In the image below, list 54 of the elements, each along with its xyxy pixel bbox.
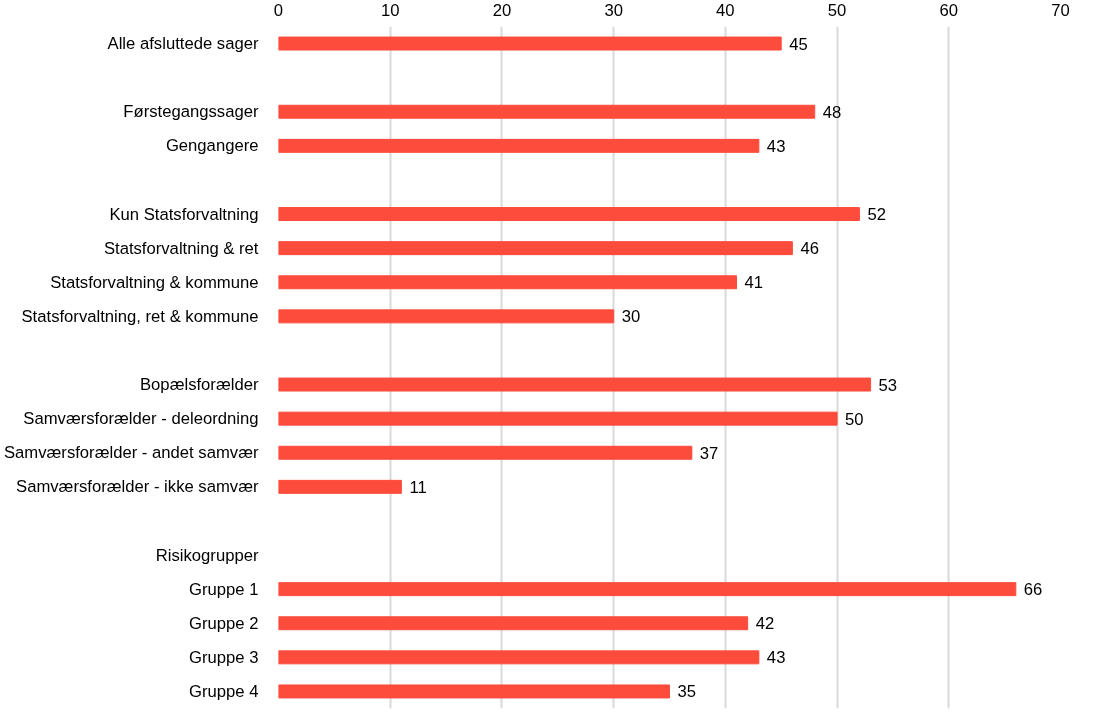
x-tick-label: 70 <box>1051 0 1070 20</box>
y-tick-label: Førstegangssager <box>123 102 259 122</box>
y-tick-label: Gruppe 2 <box>189 613 259 633</box>
bar <box>278 479 402 494</box>
bar <box>278 241 793 256</box>
data-label: 46 <box>800 239 819 259</box>
bar <box>278 104 816 119</box>
x-tick-label: 60 <box>939 0 959 20</box>
y-tick-label: Gruppe 4 <box>189 681 259 701</box>
x-tick-label: 40 <box>716 0 735 20</box>
data-label: 52 <box>867 205 886 225</box>
y-tick-label: Risikogrupper <box>155 545 259 565</box>
data-label: 35 <box>677 682 697 702</box>
y-tick-label: Samværsforælder - deleordning <box>23 409 259 429</box>
bar <box>278 138 760 153</box>
data-label: 53 <box>878 375 898 395</box>
y-tick-label: Kun Statsforvaltning <box>109 204 259 224</box>
bar <box>278 275 738 290</box>
data-label: 48 <box>822 102 842 122</box>
data-label: 37 <box>699 443 719 463</box>
data-label: 42 <box>755 614 775 634</box>
x-tick-label: 0 <box>273 0 284 20</box>
data-label: 45 <box>789 34 808 54</box>
y-tick-label: Gruppe 3 <box>189 647 259 667</box>
data-label: 41 <box>744 273 764 293</box>
bar <box>278 650 760 665</box>
y-tick-label: Alle afsluttede sager <box>107 34 259 54</box>
y-tick-label: Gengangere <box>165 136 259 156</box>
data-label: 30 <box>621 307 641 327</box>
bar <box>278 582 1017 597</box>
bar <box>278 377 872 392</box>
x-tick-label: 50 <box>827 0 847 20</box>
bar <box>278 684 670 699</box>
bar <box>278 616 749 631</box>
y-tick-label: Statsforvaltning, ret & kommune <box>21 306 259 326</box>
bar <box>278 309 615 324</box>
x-tick-label: 30 <box>604 0 623 20</box>
y-tick-label: Gruppe 1 <box>189 579 259 599</box>
bar <box>278 36 782 51</box>
y-tick-label: Samværsforælder - ikke samvær <box>16 477 259 497</box>
x-tick-label: 20 <box>492 0 512 20</box>
x-tick-label: 10 <box>380 0 400 20</box>
data-label: 50 <box>845 409 864 429</box>
data-label: 11 <box>409 477 427 497</box>
y-tick-label: Statsforvaltning & kommune <box>50 272 259 292</box>
data-label: 43 <box>766 136 786 156</box>
y-tick-label: Statsforvaltning & ret <box>103 238 259 258</box>
bar <box>278 411 838 426</box>
bar <box>278 207 860 222</box>
y-tick-label: Samværsforælder - andet samvær <box>3 443 259 463</box>
data-label: 43 <box>766 648 786 668</box>
bar <box>278 445 693 460</box>
data-label: 66 <box>1023 580 1043 600</box>
y-tick-label: Bopælsforælder <box>140 375 259 395</box>
